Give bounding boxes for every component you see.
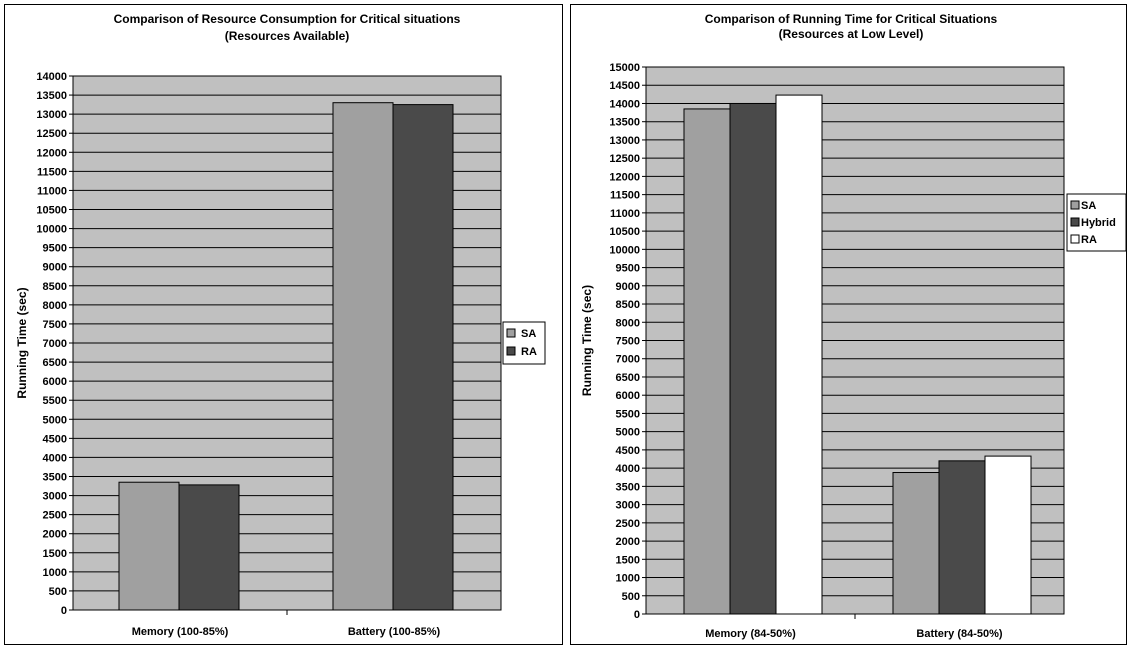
bar-sa-2 (332, 102, 394, 611)
y-tick-label: 3000 (43, 491, 67, 503)
y-tick-label: 10500 (609, 226, 640, 238)
y-tick-label: 500 (49, 586, 67, 598)
y-tick-label: 15000 (609, 62, 640, 74)
y-tick-label: 2500 (43, 510, 67, 522)
y-tick-label: 3000 (616, 500, 640, 512)
bar-sa-1 (118, 481, 180, 611)
y-tick-label: 1500 (616, 554, 640, 566)
x-category-label: Memory (84-50%) (705, 628, 796, 640)
bar-ra-1 (178, 484, 240, 611)
x-category-label: Battery (100-85%) (348, 626, 441, 638)
y-tick-label: 8000 (616, 317, 640, 329)
y-tick-label: 6000 (616, 390, 640, 402)
y-tick-label: 14000 (36, 71, 67, 83)
chart-running-time: Comparison of Running Time for Critical … (580, 12, 1126, 640)
y-tick-label: 10500 (36, 205, 67, 217)
y-tick-label: 9000 (43, 262, 67, 274)
bar-ra-2 (392, 104, 454, 611)
chart-title: Comparison of Running Time for Critical … (705, 12, 998, 26)
y-tick-label: 8000 (43, 300, 67, 312)
y-tick-label: 11000 (610, 208, 640, 220)
y-tick-label: 4500 (616, 445, 640, 457)
y-tick-label: 2000 (616, 536, 640, 548)
y-tick-label: 13500 (609, 117, 640, 129)
y-axis-label: Running Time (sec) (580, 285, 594, 396)
y-tick-label: 7000 (616, 354, 640, 366)
y-tick-label: 13000 (609, 135, 640, 147)
y-tick-label: 9500 (43, 243, 67, 255)
y-tick-label: 9000 (616, 281, 640, 293)
y-tick-label: 12500 (609, 153, 640, 165)
chart-panel-resource-consumption: Comparison of Resource Consumption for C… (4, 4, 563, 645)
chart-subtitle: (Resources Available) (225, 29, 350, 43)
y-tick-label: 4000 (616, 463, 640, 475)
chart-subtitle: (Resources at Low Level) (779, 27, 924, 41)
y-tick-label: 2500 (616, 518, 640, 530)
y-tick-label: 4000 (43, 452, 67, 464)
y-axis-label: Running Time (sec) (15, 287, 29, 398)
legend-swatch-ra (1070, 234, 1080, 244)
y-tick-label: 13000 (36, 109, 67, 121)
bar-ra-1 (775, 94, 823, 615)
y-tick-label: 8500 (43, 281, 67, 293)
y-tick-label: 7000 (43, 338, 67, 350)
x-category-label: Memory (100-85%) (132, 626, 229, 638)
y-tick-label: 5500 (616, 408, 640, 420)
y-tick-label: 7500 (43, 319, 67, 331)
y-tick-label: 8500 (616, 299, 640, 311)
bar-sa-1 (683, 108, 731, 615)
y-tick-label: 5000 (616, 427, 640, 439)
legend-label-ra: RA (521, 346, 537, 358)
chart-panel-running-time: Comparison of Running Time for Critical … (570, 4, 1127, 645)
y-tick-label: 5000 (43, 414, 67, 426)
bar-hybrid-1 (729, 102, 777, 615)
legend-swatch-ra (506, 346, 516, 356)
legend-swatch-sa (1070, 200, 1080, 210)
y-tick-label: 500 (622, 591, 640, 603)
x-category-label: Battery (84-50%) (916, 628, 1003, 640)
y-tick-label: 6500 (43, 357, 67, 369)
y-tick-label: 6500 (616, 372, 640, 384)
bar-hybrid-2 (938, 460, 986, 615)
y-tick-label: 0 (61, 605, 67, 617)
y-tick-label: 10000 (36, 224, 67, 236)
y-tick-label: 1500 (43, 548, 67, 560)
y-tick-label: 1000 (43, 567, 67, 579)
legend-label-sa: SA (1081, 200, 1096, 212)
y-tick-label: 4500 (43, 433, 67, 445)
y-tick-label: 14000 (609, 98, 640, 110)
y-tick-label: 12000 (36, 147, 67, 159)
legend-label-ra: RA (1081, 234, 1097, 246)
y-tick-label: 12000 (609, 171, 640, 183)
y-tick-label: 1000 (616, 573, 640, 585)
chart-resource-consumption: Comparison of Resource Consumption for C… (15, 12, 546, 638)
y-tick-label: 5500 (43, 395, 67, 407)
chart-title: Comparison of Resource Consumption for C… (114, 12, 461, 26)
legend-swatch-sa (506, 328, 516, 338)
y-tick-label: 2000 (43, 529, 67, 541)
bar-sa-2 (892, 472, 940, 615)
y-tick-label: 10000 (609, 244, 640, 256)
y-tick-label: 14500 (609, 80, 640, 92)
y-tick-label: 9500 (616, 263, 640, 275)
y-tick-label: 7500 (616, 336, 640, 348)
y-tick-label: 11500 (610, 190, 640, 202)
y-tick-label: 3500 (43, 472, 67, 484)
y-tick-label: 3500 (616, 481, 640, 493)
y-tick-label: 6000 (43, 376, 67, 388)
legend-label-hybrid: Hybrid (1081, 217, 1116, 229)
y-tick-label: 0 (634, 609, 640, 621)
y-tick-label: 12500 (36, 128, 67, 140)
legend-label-sa: SA (521, 328, 536, 340)
y-tick-label: 13500 (36, 90, 67, 102)
y-tick-label: 11500 (37, 166, 67, 178)
bar-ra-2 (984, 455, 1032, 615)
legend-swatch-hybrid (1070, 217, 1080, 227)
y-tick-label: 11000 (37, 185, 67, 197)
